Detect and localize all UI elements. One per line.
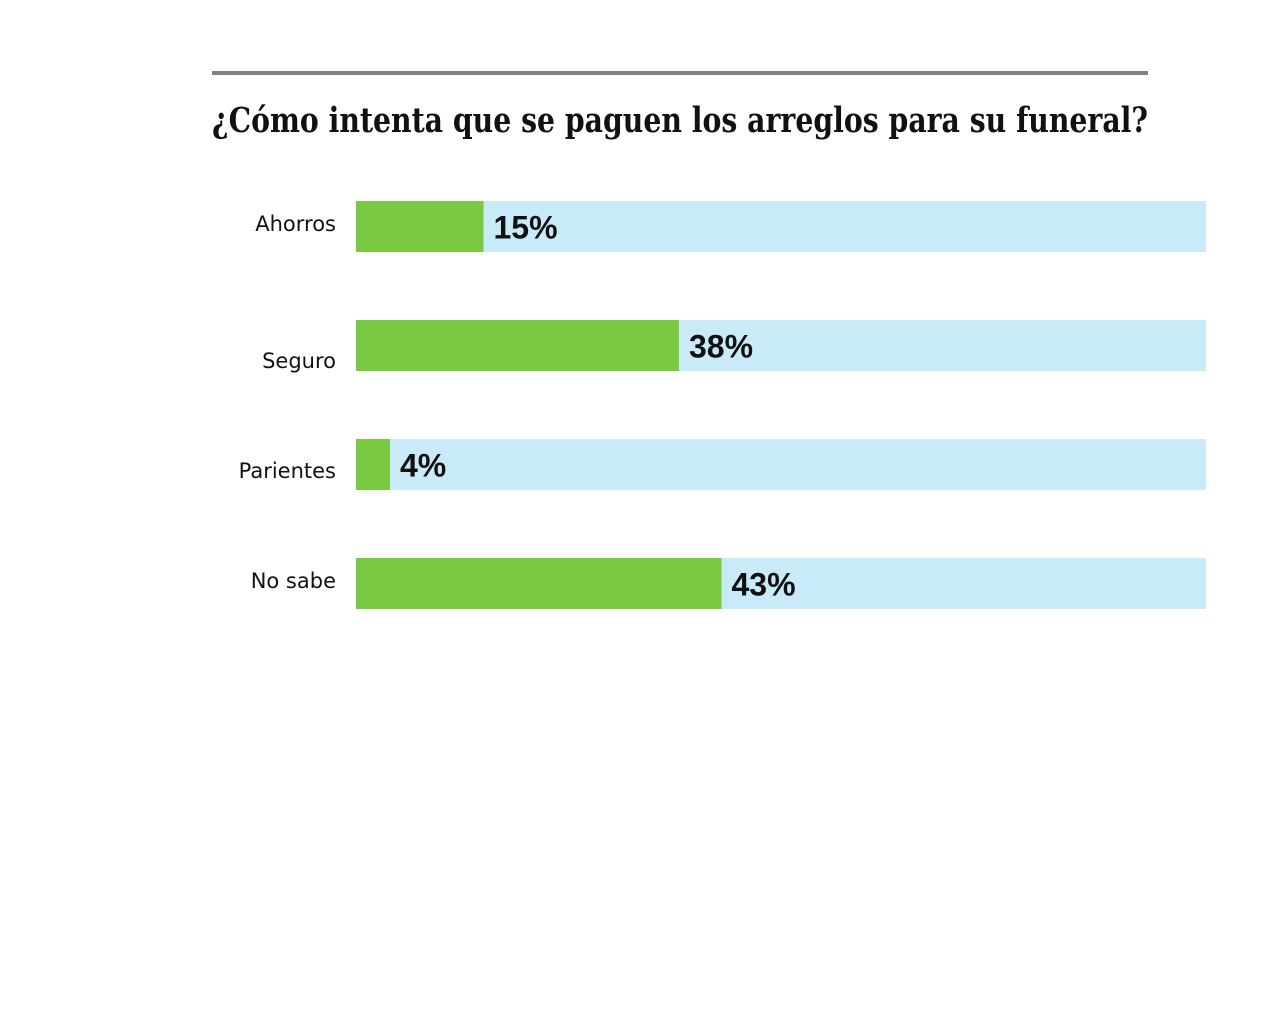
bar: [356, 320, 679, 371]
category-label: No sabe: [251, 569, 336, 593]
bar-track: [356, 201, 1206, 252]
category-label: Parientes: [239, 459, 336, 483]
bar-track: [356, 439, 1206, 490]
chart-title: ¿Cómo intenta que se paguen los arreglos…: [212, 100, 1148, 141]
bar: [356, 201, 484, 252]
value-label: 38%: [689, 329, 753, 365]
value-label: 4%: [400, 448, 446, 484]
bar: [356, 439, 390, 490]
bar: [356, 558, 722, 609]
value-label: 43%: [732, 567, 796, 603]
value-label: 15%: [494, 210, 558, 246]
bars-group: Ahorros 15% Seguro 38% Parientes 4% No sabe 43%: [239, 201, 1206, 609]
category-label: Ahorros: [255, 212, 336, 236]
category-label: Seguro: [262, 349, 336, 373]
